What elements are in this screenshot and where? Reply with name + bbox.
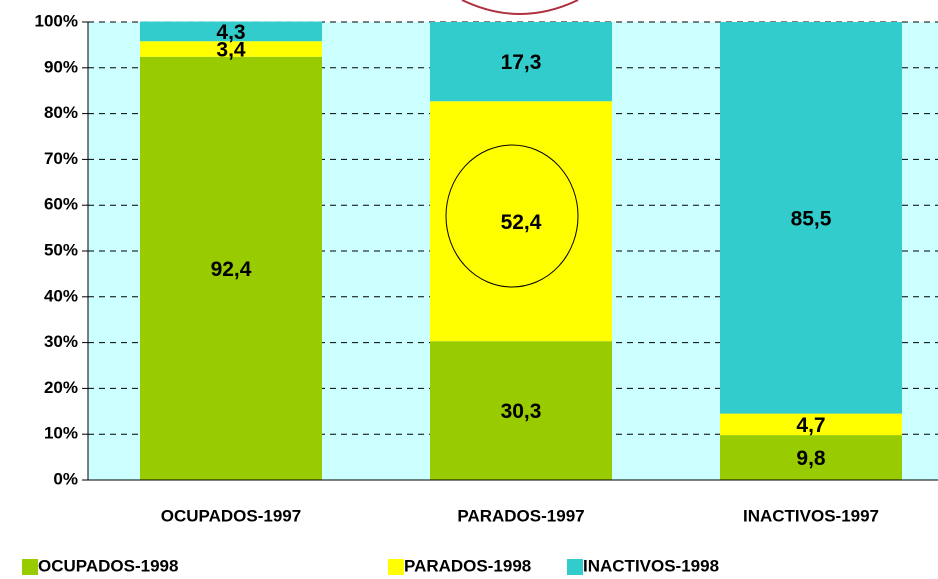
- y-tick-label: 40%: [44, 286, 78, 305]
- y-tick-label: 90%: [44, 57, 78, 76]
- data-label: 17,3: [501, 51, 542, 74]
- data-label: 52,4: [501, 211, 542, 234]
- y-tick-label: 70%: [44, 149, 78, 168]
- bar-segment: [430, 101, 612, 342]
- data-label: 3,4: [216, 39, 246, 62]
- y-tick-label: 80%: [44, 103, 78, 122]
- legend-swatch: [22, 559, 38, 575]
- data-label: 4,3: [216, 21, 245, 44]
- y-tick-label: 50%: [44, 240, 78, 259]
- y-tick-label: 100%: [35, 11, 78, 30]
- legend-swatch: [388, 559, 404, 575]
- legend-swatch: [567, 559, 583, 575]
- y-tick-label: 0%: [53, 469, 78, 488]
- data-label: 85,5: [791, 207, 832, 230]
- data-label: 4,7: [796, 414, 825, 437]
- bar-segment: [430, 341, 612, 480]
- y-tick-label: 20%: [44, 378, 78, 397]
- y-tick-label: 60%: [44, 195, 78, 214]
- legend-label: OCUPADOS-1998: [38, 556, 178, 575]
- y-tick-label: 30%: [44, 332, 78, 351]
- bar-segment: [720, 22, 902, 414]
- x-tick-label: PARADOS-1997: [457, 506, 584, 525]
- x-tick-label: OCUPADOS-1997: [161, 506, 301, 525]
- bar-segment: [140, 21, 322, 42]
- highlight-circle: [445, 144, 579, 288]
- data-label: 30,3: [501, 400, 542, 423]
- bar-segment: [720, 413, 902, 436]
- legend-label: PARADOS-1998: [404, 556, 531, 575]
- bar-segment: [140, 56, 322, 481]
- data-label: 92,4: [211, 258, 252, 281]
- x-tick-label: INACTIVOS-1997: [743, 506, 879, 525]
- y-tick-label: 10%: [44, 424, 78, 443]
- legend-label: INACTIVOS-1998: [583, 556, 719, 575]
- bar-segment: [720, 435, 902, 480]
- bar-segment: [140, 41, 322, 57]
- data-label: 9,8: [796, 447, 826, 470]
- decoration-arc: [461, 0, 579, 15]
- bar-segment: [430, 22, 612, 102]
